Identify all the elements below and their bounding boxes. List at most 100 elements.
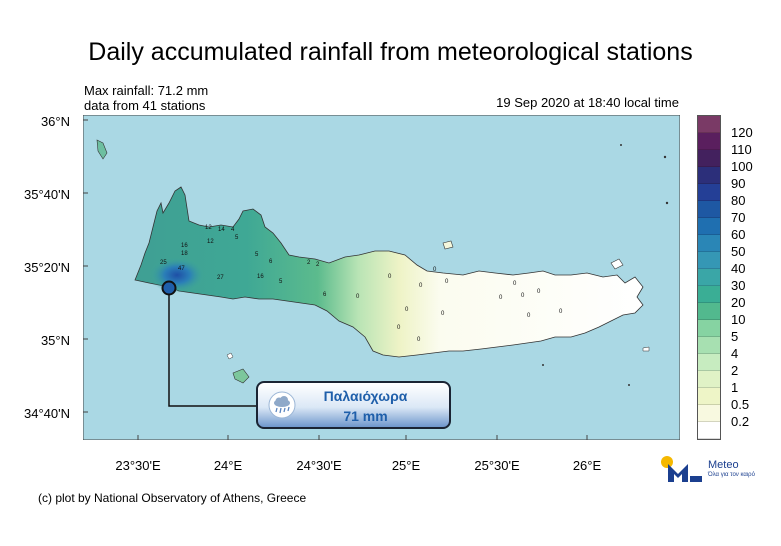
station-value-label: 18 <box>181 251 188 257</box>
legend-label: 90 <box>731 176 746 191</box>
station-value-label: 12 <box>205 225 212 231</box>
lat-label-35-20n: 35°20'N <box>24 260 70 275</box>
station-value-label: 47 <box>178 266 185 272</box>
legend-label: 0.5 <box>731 397 750 412</box>
station-values: 12 14 4 5 16 18 12 25 47 27 5 6 16 5 2 2… <box>160 225 563 343</box>
legend-label: 40 <box>731 261 746 276</box>
station-value-label: 0 <box>356 294 360 300</box>
station-value-label: 6 <box>269 259 273 265</box>
station-value-label: 2 <box>316 262 320 268</box>
station-value-label: 0 <box>499 295 503 301</box>
station-marker[interactable] <box>161 280 177 296</box>
legend-swatch <box>698 150 720 167</box>
crete-island <box>134 186 644 358</box>
legend-swatch <box>698 184 720 201</box>
legend-label: 100 <box>731 159 753 174</box>
lat-label-35-40n: 35°40'N <box>24 187 70 202</box>
legend-label: 50 <box>731 244 746 259</box>
station-value-label: 16 <box>257 274 264 280</box>
legend-label: 4 <box>731 346 739 361</box>
lon-label-24-30e: 24°30'E <box>296 458 342 473</box>
legend-label: 10 <box>731 312 746 327</box>
station-value-label: 14 <box>218 227 225 233</box>
station-value-label: 0 <box>388 274 392 280</box>
legend-swatch <box>698 116 720 133</box>
station-value-label: 5 <box>255 252 259 258</box>
station-rainfall-value: 71 mm <box>343 408 388 424</box>
legend-swatch <box>698 371 720 388</box>
axis-ticks <box>83 119 588 440</box>
station-value-label: 0 <box>513 281 517 287</box>
coast-dots <box>542 144 669 386</box>
legend-swatch <box>698 388 720 405</box>
station-value-label: 0 <box>433 267 437 273</box>
lon-label-24e: 24°E <box>213 458 243 473</box>
legend-swatch <box>698 405 720 422</box>
station-value-label: 0 <box>441 311 445 317</box>
logo-tagline: Όλα για τον καιρό <box>708 472 755 478</box>
max-rainfall-text: Max rainfall: 71.2 mm <box>84 83 209 98</box>
station-value-label: 25 <box>160 260 167 266</box>
legend-swatch <box>698 422 720 439</box>
legend-swatch <box>698 167 720 184</box>
legend-label: 30 <box>731 278 746 293</box>
legend-swatch <box>698 286 720 303</box>
logo-wordmark: Meteo <box>708 459 739 471</box>
station-callout[interactable]: Παλαιόχωρα 71 mm <box>256 381 451 429</box>
credit-text: (c) plot by National Observatory of Athe… <box>38 491 307 505</box>
legend-label: 0.2 <box>731 414 750 429</box>
gramvousa-island <box>96 139 108 160</box>
station-value-label: 5 <box>235 235 239 241</box>
rain-cloud-icon <box>268 391 296 419</box>
station-value-label: 16 <box>181 243 188 249</box>
legend-label: 80 <box>731 193 746 208</box>
station-value-label: 6 <box>323 292 327 298</box>
station-value-label: 5 <box>279 279 283 285</box>
station-value-label: 27 <box>217 275 224 281</box>
legend-swatch <box>698 269 720 286</box>
station-name: Παλαιόχωρα <box>323 388 408 404</box>
legend-swatch <box>698 218 720 235</box>
heavy-rain-area <box>149 257 205 293</box>
dia-island <box>442 240 454 250</box>
meteo-logo-icon <box>661 456 702 482</box>
station-value-label: 0 <box>445 279 449 285</box>
lon-label-25e: 25°E <box>391 458 421 473</box>
lon-label-25-30e: 25°30'E <box>474 458 520 473</box>
legend-label: 60 <box>731 227 746 242</box>
station-value-label: 12 <box>207 239 214 245</box>
timestamp-text: 19 Sep 2020 at 18:40 local time <box>496 95 679 110</box>
legend-swatch <box>698 354 720 371</box>
legend-label: 110 <box>731 142 752 157</box>
station-value-label: 0 <box>405 307 409 313</box>
islet-south <box>226 352 234 360</box>
legend-label: 2 <box>731 363 739 378</box>
legend-swatch <box>698 303 720 320</box>
legend-label: 5 <box>731 329 739 344</box>
station-value-label: 0 <box>521 293 525 299</box>
legend-swatch <box>698 337 720 354</box>
lat-label-35n: 35°N <box>40 333 70 348</box>
color-legend <box>697 115 721 440</box>
legend-label: 120 <box>731 125 753 140</box>
station-value-label: 0 <box>419 283 423 289</box>
legend-label: 1 <box>731 380 739 395</box>
leader-line <box>168 288 257 407</box>
station-value-label: 0 <box>559 309 563 315</box>
legend-swatch <box>698 320 720 337</box>
legend-swatch <box>698 133 720 150</box>
station-value-label: 0 <box>537 289 541 295</box>
station-value-label: 0 <box>527 313 531 319</box>
gavdos-island <box>232 368 250 384</box>
legend-label: 20 <box>731 295 746 310</box>
legend-swatch <box>698 252 720 269</box>
chart-title: Daily accumulated rainfall from meteorol… <box>88 38 693 66</box>
legend-swatch <box>698 201 720 218</box>
legend-swatch <box>698 235 720 252</box>
station-count-text: data from 41 stations <box>84 98 206 113</box>
legend-label: 70 <box>731 210 746 225</box>
lon-label-23-30e: 23°30'E <box>115 458 161 473</box>
lat-label-36n: 36°N <box>40 114 70 129</box>
lat-label-34-40n: 34°40'N <box>24 406 70 421</box>
station-value-label: 0 <box>397 325 401 331</box>
